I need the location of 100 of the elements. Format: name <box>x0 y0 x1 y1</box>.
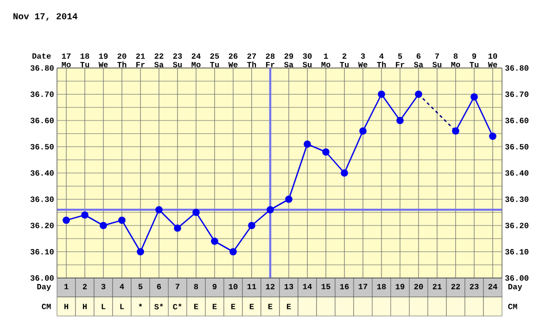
x-tick-label: 5 <box>138 284 142 290</box>
x2-tick-label: 7 Su <box>432 53 442 68</box>
chart-title: Nov 17, 2014 <box>13 13 78 21</box>
y2-tick-label: 36.70 <box>505 92 528 97</box>
point <box>174 224 182 232</box>
text: CM <box>508 304 518 310</box>
y2-tick-label: 36.60 <box>505 118 528 124</box>
x2-tick-label: 8 Mo <box>451 53 460 68</box>
y-tick-label: 36.40 <box>30 170 54 176</box>
x-tick-label: 17 <box>358 284 368 290</box>
x-tick-label: 1 <box>64 284 68 290</box>
point <box>489 132 496 140</box>
x-tick-label: 24 <box>488 284 498 290</box>
x2-tick-label: 29 Sa <box>284 53 294 68</box>
x2-tick-label: 30 Su <box>302 53 312 68</box>
point <box>359 127 367 135</box>
x-tick-label: 12 <box>266 284 275 290</box>
y-tick-label: 36.00 <box>30 275 54 281</box>
y-tick-label: 36.70 <box>30 92 54 97</box>
point <box>378 90 386 98</box>
y2-tick-label: 36.10 <box>505 249 528 254</box>
y-tick-label: 36.20 <box>30 222 54 228</box>
x2-tick-label: 25 Tu <box>210 53 219 68</box>
text: E <box>286 304 291 310</box>
x-tick-label: 8 <box>194 284 198 290</box>
point <box>210 238 218 245</box>
text: E <box>194 304 198 310</box>
x-tick-label: 4 <box>120 284 124 290</box>
point <box>136 248 144 256</box>
x2-tick-label: 21 Fr <box>136 53 145 68</box>
point <box>340 169 348 177</box>
point <box>322 148 330 156</box>
x-tick-label: 19 <box>396 284 404 290</box>
point <box>414 90 422 98</box>
text: E <box>212 304 217 310</box>
y-tick-label: 36.50 <box>30 144 54 150</box>
x-tick-label: 10 <box>228 284 238 290</box>
point <box>452 127 460 135</box>
point <box>304 140 311 148</box>
text: E <box>250 304 254 310</box>
y-tick-label: 36.10 <box>30 249 54 254</box>
x2-tick-label: 24 Mo <box>192 53 201 68</box>
x2-tick-label: 22 Sa <box>154 53 164 68</box>
x2-tick-label: 23 Su <box>172 53 182 68</box>
x-tick-label: 23 <box>470 284 479 290</box>
y2-tick-label: 36.80 <box>505 65 528 71</box>
text: CM <box>42 304 51 310</box>
point <box>81 211 88 219</box>
x-tick-label: 13 <box>284 284 294 290</box>
y2-tick-label: 36.50 <box>505 144 528 150</box>
x-tick-label: 6 <box>157 284 161 290</box>
text: H <box>82 304 87 310</box>
x-tick-label: 11 <box>247 284 256 290</box>
x2-tick-label: 9 Tu <box>470 53 478 68</box>
x2-tick-label: 20 Th <box>117 53 126 68</box>
x2-tick-label: 4 Th <box>376 54 386 68</box>
x-tick-label: 16 <box>340 284 349 290</box>
y-tick-label: 36.30 <box>30 196 54 202</box>
x2-tick-label: 26 We <box>228 53 238 68</box>
point <box>285 196 292 203</box>
y2-tick-label: 36.00 <box>505 275 528 281</box>
x2-tick-label: 28 Fr <box>266 53 275 68</box>
point <box>118 216 126 224</box>
x-tick-label: 2 <box>82 284 87 290</box>
x-tick-label: 21 <box>432 284 442 290</box>
point <box>248 222 256 230</box>
point <box>230 248 237 256</box>
text: L <box>120 304 124 310</box>
y-tick-label: 36.80 <box>30 65 54 71</box>
x2-axis-title: Date <box>32 53 51 59</box>
x-tick-label: 15 <box>322 284 330 290</box>
x-tick-label: 22 <box>451 284 460 290</box>
x-tick-label: 7 <box>176 284 180 290</box>
point <box>62 216 70 224</box>
y2-tick-label: 36.30 <box>505 196 528 202</box>
text: C* <box>173 304 182 310</box>
x2-tick-label: 18 Tu <box>80 53 90 68</box>
text: S* <box>154 304 163 310</box>
point <box>396 116 404 124</box>
y2-tick-label: 36.20 <box>505 222 528 228</box>
x2-tick-label: 27 Th <box>247 53 256 68</box>
x2-tick-label: 17 Mo <box>62 53 71 68</box>
x-tick-label: 18 <box>377 284 386 290</box>
x-axis-title: Day <box>37 284 51 291</box>
y-tick-label: 36.60 <box>30 118 54 124</box>
text: E <box>268 304 272 310</box>
x-tick-label: 3 <box>101 284 106 290</box>
x-tick-label: 14 <box>303 284 312 290</box>
text: Day <box>508 284 522 291</box>
y2-tick-label: 36.40 <box>505 170 528 176</box>
point <box>100 222 108 230</box>
text: * <box>138 304 142 307</box>
x2-tick-label: 10 We <box>488 53 498 68</box>
x2-tick-label: 1 Mo <box>321 53 330 68</box>
x-tick-label: 9 <box>212 284 217 290</box>
text: L <box>102 304 106 310</box>
text: H <box>64 304 68 310</box>
x2-tick-label: 6 Sa <box>414 53 424 68</box>
x2-tick-label: 5 Fr <box>396 54 404 68</box>
x-tick-label: 20 <box>414 284 423 290</box>
